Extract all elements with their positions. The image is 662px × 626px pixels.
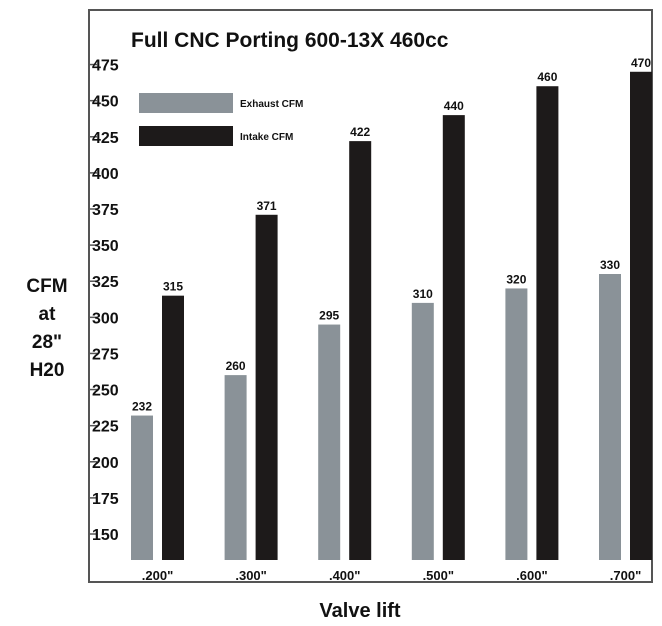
exhaust-bar (599, 274, 621, 560)
y-axis-label-line-1: CFM (26, 276, 68, 297)
y-tick-label: 175 (92, 491, 119, 508)
x-axis-label: Valve lift (319, 600, 401, 622)
chart-title: Full CNC Porting 600-13X 460cc (131, 29, 449, 52)
bar-value-label: 310 (413, 287, 433, 301)
x-tick-group: .200" .300" .400" .500" .600" .700" (142, 568, 641, 583)
y-tick-label: 375 (92, 202, 119, 219)
intake-bar (442, 115, 465, 560)
exhaust-bar (318, 324, 341, 560)
intake-bar (536, 86, 559, 560)
exhaust-bar (505, 288, 528, 560)
x-tick-label: .500" (423, 568, 454, 583)
bars-group: 232 315 260 371 295 422 310 440 320 460 330 470 (131, 56, 652, 561)
y-axis-label-line-2: at (38, 304, 56, 325)
bar-value-label: 260 (226, 359, 246, 373)
y-tick-group: 150 175 200 225 250 275 300 325 350 375 400 425 450 4… (89, 58, 119, 544)
y-tick-label: 425 (92, 130, 119, 147)
x-tick-label: .300" (235, 568, 266, 583)
bar-value-label: 371 (257, 199, 277, 213)
y-tick-label: 300 (92, 310, 119, 327)
y-tick-label: 200 (92, 455, 119, 472)
bar-value-label: 295 (319, 309, 339, 323)
intake-bar (349, 141, 372, 560)
bar-value-label: 470 (631, 56, 651, 70)
legend: Exhaust CFM Intake CFM (139, 93, 303, 146)
y-tick-label: 275 (92, 346, 119, 363)
legend-exhaust-swatch (139, 93, 233, 113)
x-tick-label: .700" (610, 568, 641, 583)
y-tick-label: 325 (92, 274, 119, 291)
legend-exhaust-label: Exhaust CFM (240, 99, 303, 110)
bar-value-label: 440 (444, 99, 464, 113)
exhaust-bar (411, 302, 434, 560)
y-axis-label-line-4: H20 (29, 360, 65, 381)
y-tick-label: 225 (92, 419, 119, 436)
bar-value-label: 320 (506, 272, 526, 286)
y-tick-label: 350 (92, 238, 119, 255)
legend-intake-label: Intake CFM (240, 132, 293, 143)
x-tick-label: .400" (329, 568, 360, 583)
y-axis-label-line-3: 28" (31, 332, 63, 353)
x-tick-label: .200" (142, 568, 173, 583)
bar-value-label: 460 (537, 70, 557, 84)
bar-value-label: 232 (132, 400, 152, 414)
legend-intake-swatch (139, 126, 233, 146)
y-tick-label: 400 (92, 166, 119, 183)
y-tick-label: 450 (92, 94, 119, 111)
bar-value-label: 330 (600, 258, 620, 272)
exhaust-bar (131, 415, 153, 560)
bar-value-label: 315 (163, 280, 183, 294)
intake-bar (162, 295, 184, 560)
intake-bar (630, 71, 652, 561)
intake-bar (255, 214, 278, 560)
exhaust-bar (224, 375, 247, 560)
y-tick-label: 475 (92, 58, 119, 75)
y-tick-label: 250 (92, 383, 119, 400)
x-tick-label: .600" (516, 568, 547, 583)
bar-value-label: 422 (350, 125, 370, 139)
y-tick-label: 150 (92, 527, 119, 544)
